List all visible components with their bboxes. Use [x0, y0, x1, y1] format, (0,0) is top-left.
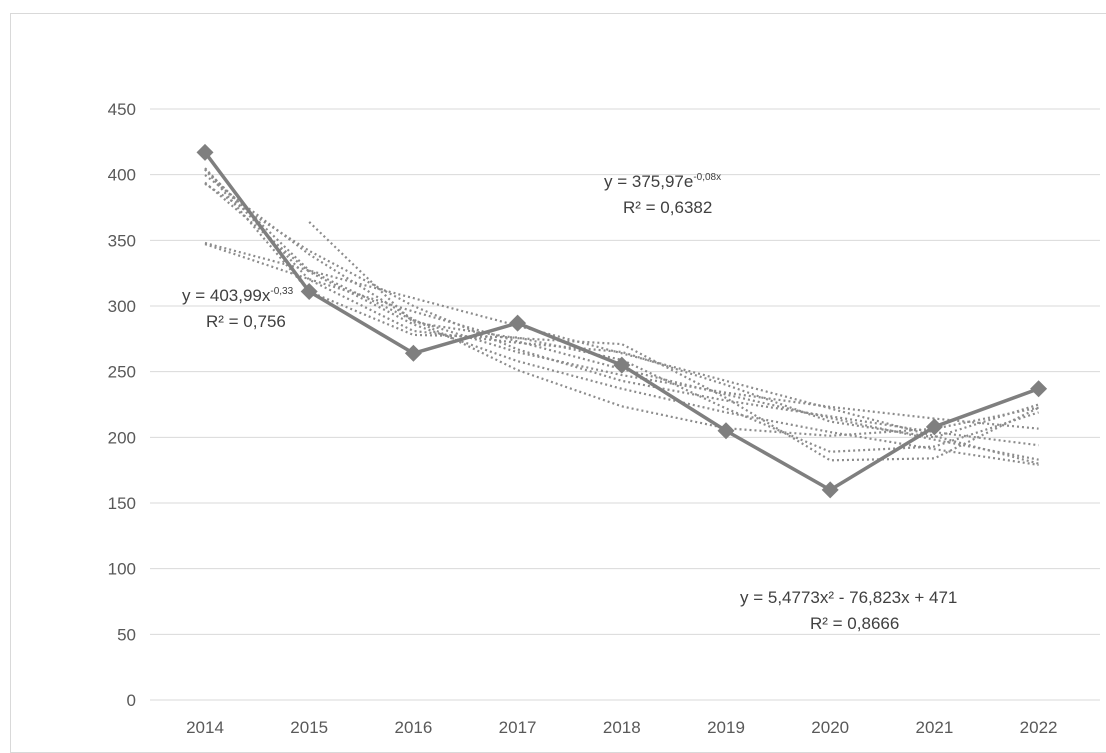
trendline-linear-2: [204, 182, 1039, 447]
series-line: [203, 151, 1040, 492]
trendline-logarithmic: [204, 181, 1039, 467]
y-tick-label: 400: [108, 166, 136, 185]
trendline-moving-average: [308, 221, 1040, 462]
x-tick-label: 2014: [186, 718, 224, 736]
y-axis-tick-labels: 0 50 100 150 200 250 300 350 400 450: [108, 100, 136, 710]
trendline-polynomial-2: [204, 174, 1039, 437]
exponential-equation-exponent: -0,08x: [693, 172, 721, 183]
trendline-power: [204, 168, 1039, 430]
x-tick-label: 2015: [290, 718, 328, 736]
data-point-marker: [1030, 380, 1048, 398]
line-chart: 0 50 100 150 200 250 300 350 400 450 2014 2015 2016…: [108, 100, 1100, 736]
y-tick-label: 150: [108, 494, 136, 513]
x-tick-label: 2022: [1020, 718, 1058, 736]
y-tick-label: 200: [108, 428, 136, 447]
y-tick-label: 350: [108, 231, 136, 250]
exponential-equation-main: y = 375,97e: [604, 172, 693, 191]
x-tick-label: 2020: [811, 718, 849, 736]
data-point-marker: [613, 356, 631, 374]
data-point-marker: [300, 283, 318, 301]
exponential-trend-r2: R² = 0,6382: [623, 198, 712, 217]
data-point-marker: [821, 481, 839, 499]
data-point-marker: [925, 418, 943, 436]
x-axis-tick-labels: 2014 2015 2016 2017 2018 2019 2020 2021 2022: [186, 718, 1057, 736]
trendline-exponential: [204, 243, 1039, 461]
x-tick-label: 2018: [603, 718, 641, 736]
power-trend-equation: y = 403,99x-0,33: [182, 286, 294, 305]
x-tick-label: 2021: [915, 718, 953, 736]
polynomial-trend-r2: R² = 0,8666: [810, 614, 899, 633]
polynomial-trend-equation: y = 5,4773x² - 76,823x + 471: [740, 588, 957, 607]
data-point-marker: [717, 422, 735, 440]
y-tick-label: 50: [117, 625, 136, 644]
trendline-linear: [204, 241, 1039, 465]
power-equation-main: y = 403,99x: [182, 286, 271, 305]
trendline-polynomial-6: [204, 168, 1039, 453]
x-tick-label: 2016: [394, 718, 432, 736]
power-trend-r2: R² = 0,756: [206, 312, 286, 331]
data-point-marker: [509, 314, 527, 332]
y-tick-label: 450: [108, 100, 136, 119]
exponential-trend-equation: y = 375,97e-0,08x: [604, 172, 721, 191]
x-tick-label: 2017: [499, 718, 537, 736]
y-tick-label: 0: [127, 691, 136, 710]
y-tick-label: 300: [108, 297, 136, 316]
y-tick-label: 250: [108, 363, 136, 382]
data-point-marker: [404, 344, 422, 362]
data-series: [196, 143, 1048, 499]
gridlines: [150, 108, 1100, 701]
trendline-polynomial-4: [204, 167, 1039, 439]
x-tick-label: 2019: [707, 718, 745, 736]
power-equation-exponent: -0,33: [270, 286, 293, 297]
trendlines: [204, 167, 1040, 467]
data-point-marker: [196, 143, 214, 161]
chart-area: [10, 13, 1106, 753]
y-tick-label: 100: [108, 560, 136, 579]
